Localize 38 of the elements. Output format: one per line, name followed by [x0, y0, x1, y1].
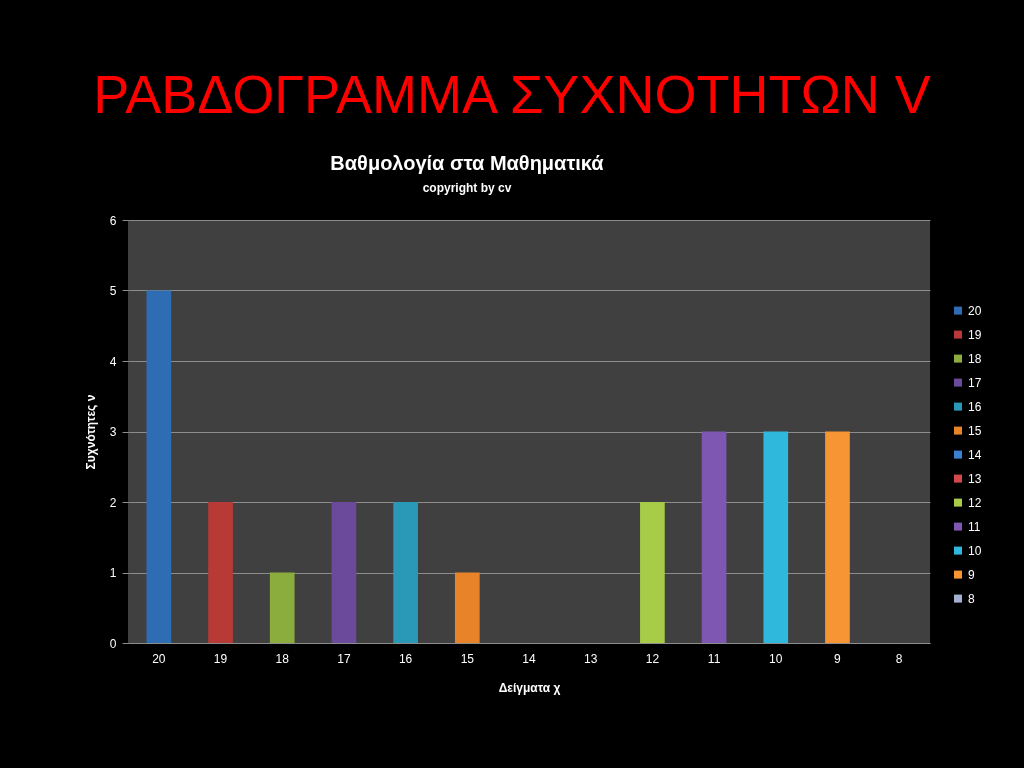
y-tick-label: 1 [109, 566, 117, 580]
text: ΡΑΒΔΟΓΡΑΜΜΑ ΣΥΧΝΟΤΗΤΩΝ V [93, 64, 931, 124]
legend-label: 18 [968, 351, 982, 366]
legend-label: 14 [968, 447, 982, 462]
legend-label: 12 [968, 495, 982, 510]
legend-label: 8 [968, 591, 975, 606]
x-tick-label: 14 [522, 651, 536, 666]
x-tick-label: 13 [584, 651, 598, 666]
legend-label: 9 [968, 567, 975, 582]
x-tick-label: 16 [398, 651, 413, 666]
y-axis-title: Συχνότητες ν [83, 394, 98, 470]
x-tick-label: 12 [645, 651, 660, 666]
y-tick-label: 0 [109, 636, 117, 651]
y-tick-label: 4 [109, 354, 117, 369]
legend-label: 15 [968, 423, 982, 438]
x-tick-label: 15 [460, 651, 475, 666]
x-tick-label: 9 [834, 651, 842, 666]
legend-label: 11 [968, 519, 981, 534]
x-tick-label: 19 [213, 651, 228, 666]
y-tick-label: 2 [109, 495, 117, 510]
legend-label: 10 [968, 543, 982, 558]
legend-label: 17 [968, 375, 982, 390]
chart-subtitle: copyright by cv [422, 181, 512, 195]
x-tick-label: 20 [152, 651, 166, 666]
x-tick-label: 11 [707, 651, 721, 666]
x-tick-label: 10 [769, 651, 783, 666]
y-tick-label: 6 [109, 213, 117, 228]
x-tick-label: 8 [895, 651, 903, 666]
x-axis-title: Δείγματα χ [498, 680, 561, 695]
x-tick-label: 17 [337, 651, 351, 666]
x-tick-label: 18 [275, 651, 290, 666]
y-tick-label: 3 [109, 425, 117, 439]
y-tick-label: 5 [109, 284, 117, 298]
legend-label: 13 [968, 471, 982, 486]
legend-label: 16 [968, 399, 982, 414]
chart-title: Βαθμολογία στα Μαθηματικά [330, 152, 605, 174]
legend-label: 19 [968, 327, 982, 342]
legend-label: 20 [968, 303, 982, 318]
